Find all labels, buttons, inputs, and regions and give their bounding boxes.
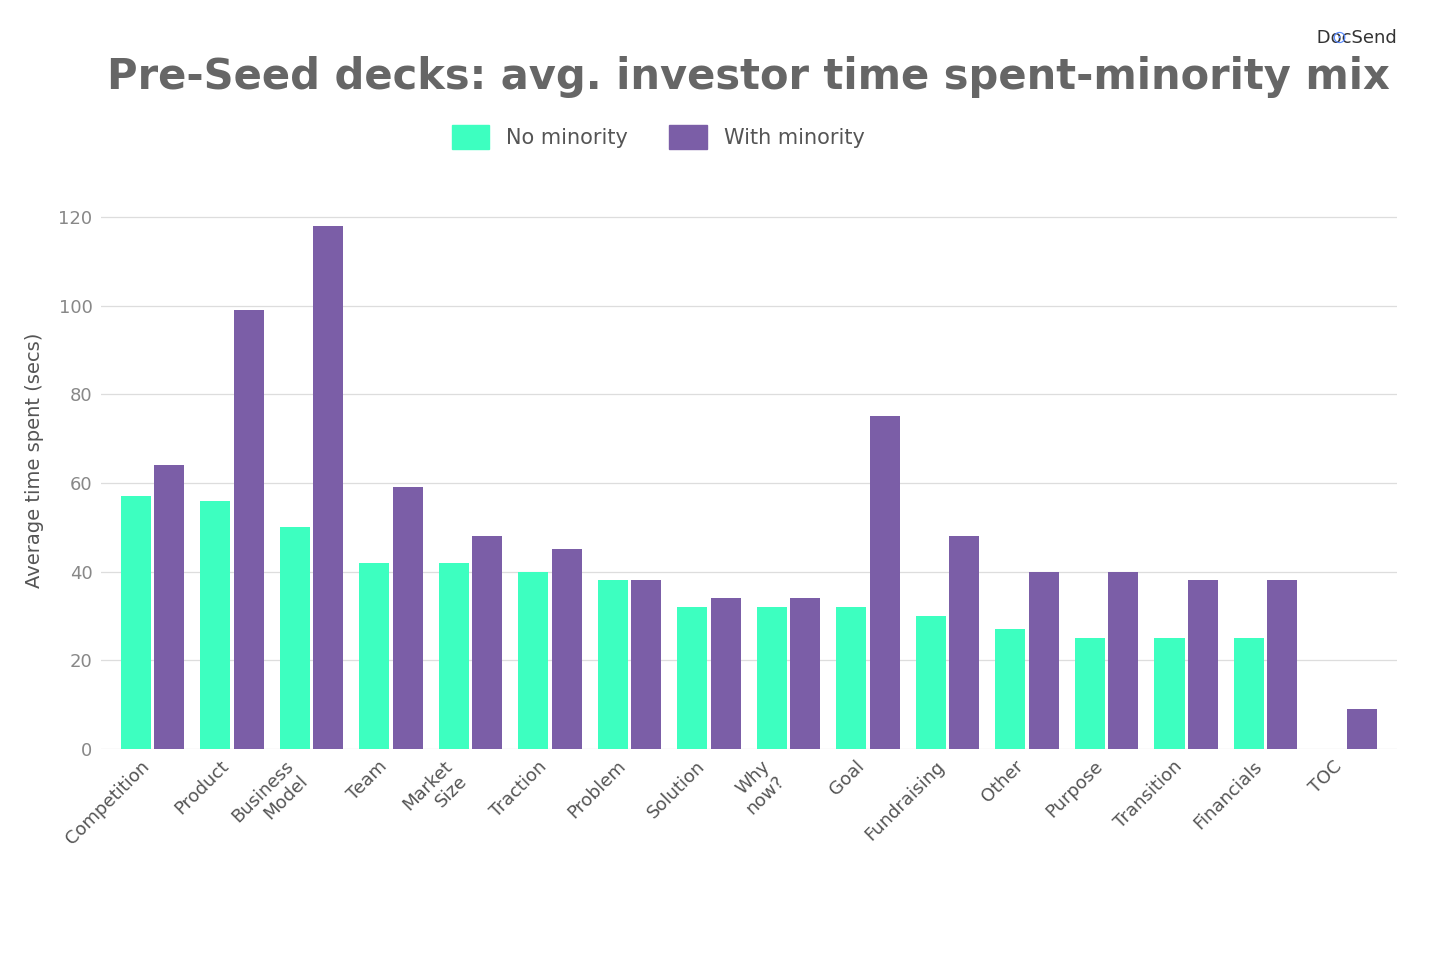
Bar [279,527,310,749]
Bar [677,607,707,749]
Bar [631,581,661,749]
Bar [710,598,740,749]
Title: Pre-Seed decks: avg. investor time spent-minority mix: Pre-Seed decks: avg. investor time spent… [108,57,1390,99]
Bar [233,310,264,749]
Bar [1155,638,1185,749]
Bar [995,629,1025,749]
Bar [870,417,900,749]
Bar [949,536,979,749]
Bar [598,581,628,749]
Y-axis label: Average time spent (secs): Average time spent (secs) [26,333,45,588]
Bar [791,598,821,749]
Bar [518,571,549,749]
Bar [200,501,230,749]
Bar [312,226,343,749]
Legend: No minority, With minority: No minority, With minority [444,117,873,157]
Bar [1028,571,1058,749]
Bar [916,616,946,749]
Bar [1346,708,1377,749]
Bar [154,466,184,749]
Bar [552,549,582,749]
Text: ⊙: ⊙ [1331,29,1346,47]
Bar [1109,571,1139,749]
Bar [439,563,469,749]
Bar [1267,581,1297,749]
Bar [393,488,423,749]
Bar [1188,581,1218,749]
Bar [472,536,503,749]
Bar [1234,638,1264,749]
Bar [1074,638,1104,749]
Bar [837,607,867,749]
Text: DocSend: DocSend [1310,29,1397,47]
Bar [757,607,788,749]
Bar [359,563,389,749]
Bar [121,496,151,749]
